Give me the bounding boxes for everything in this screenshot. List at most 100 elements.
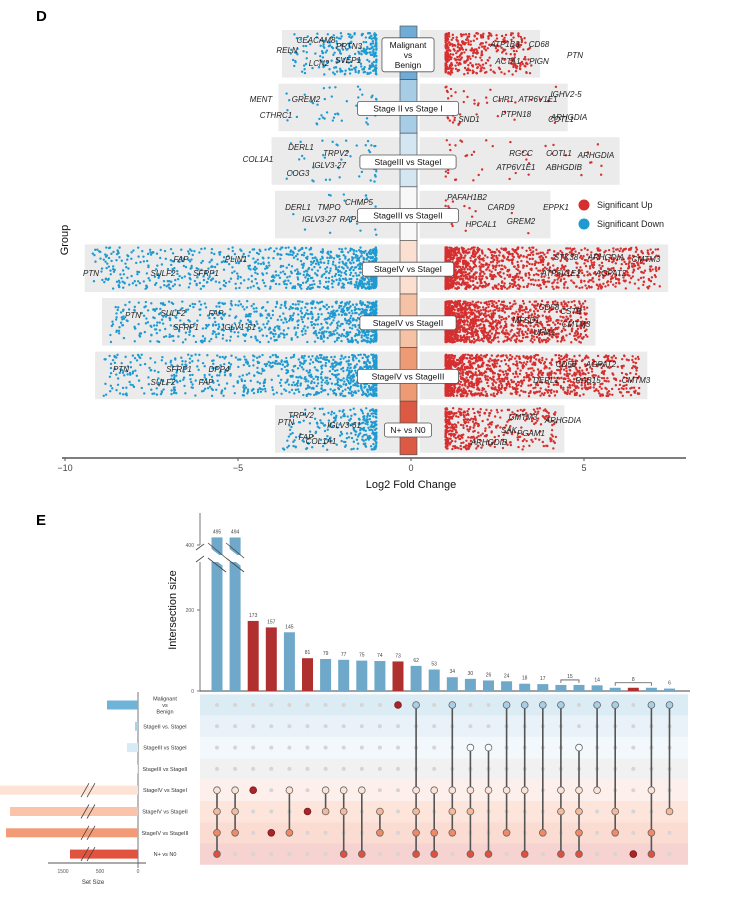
down-point xyxy=(315,123,319,126)
down-point xyxy=(322,153,325,157)
down-point xyxy=(205,281,209,284)
down-point xyxy=(300,263,304,266)
down-point xyxy=(357,333,361,336)
down-point xyxy=(358,331,362,334)
up-point xyxy=(472,179,475,182)
down-point xyxy=(248,264,252,267)
up-point xyxy=(464,61,467,64)
down-point xyxy=(291,319,294,322)
down-point xyxy=(133,280,136,283)
down-point xyxy=(321,139,324,142)
up-point xyxy=(480,168,484,171)
down-point xyxy=(314,52,317,55)
up-point xyxy=(470,153,473,157)
up-point xyxy=(584,284,587,287)
down-point xyxy=(365,117,369,120)
down-point xyxy=(184,338,187,341)
up-point xyxy=(537,252,540,255)
up-point xyxy=(464,249,468,252)
down-point xyxy=(271,309,275,313)
up-point xyxy=(563,283,566,287)
group-label-box xyxy=(357,208,459,224)
down-point xyxy=(188,304,192,308)
down-point xyxy=(139,261,142,264)
gene-label-up: RGCC xyxy=(509,149,533,158)
down-point xyxy=(327,253,330,256)
up-point xyxy=(578,256,582,259)
up-point xyxy=(455,51,458,55)
up-point xyxy=(472,150,476,154)
up-point xyxy=(503,282,506,285)
down-point xyxy=(152,251,155,254)
up-point xyxy=(570,279,573,282)
down-point xyxy=(281,332,285,336)
gene-label-up: ARHGDIA xyxy=(587,253,624,262)
down-point xyxy=(330,321,334,325)
up-point xyxy=(505,329,508,332)
up-point xyxy=(484,309,488,312)
down-point xyxy=(269,316,273,320)
down-point xyxy=(134,284,138,287)
down-point xyxy=(246,286,250,290)
down-point xyxy=(350,327,354,330)
up-point xyxy=(445,50,449,54)
down-point xyxy=(111,265,115,268)
down-point xyxy=(112,270,116,273)
down-point xyxy=(188,276,191,280)
down-point xyxy=(331,263,335,266)
down-point xyxy=(315,334,318,337)
down-point xyxy=(155,252,159,255)
up-point xyxy=(584,264,588,268)
up-point xyxy=(528,257,532,261)
up-point xyxy=(507,70,511,73)
down-point xyxy=(363,251,366,254)
up-point xyxy=(537,273,540,277)
up-point xyxy=(502,317,505,321)
down-point xyxy=(296,307,299,311)
up-point xyxy=(597,287,600,291)
up-point xyxy=(569,247,572,250)
gene-label-down: IGLV3-27 xyxy=(312,161,346,170)
down-point xyxy=(370,37,373,40)
up-point xyxy=(474,209,477,213)
down-point xyxy=(291,314,295,317)
up-point xyxy=(539,261,543,264)
down-point xyxy=(262,261,265,264)
up-point xyxy=(526,284,529,288)
down-point xyxy=(341,333,344,336)
down-point xyxy=(291,306,294,310)
down-point xyxy=(348,326,352,329)
down-point xyxy=(340,286,343,289)
up-point xyxy=(482,265,485,268)
up-point xyxy=(451,67,454,70)
down-point xyxy=(348,311,351,315)
up-point xyxy=(589,273,592,277)
up-point xyxy=(544,255,548,259)
up-point xyxy=(507,251,510,255)
down-point xyxy=(325,307,329,311)
up-point xyxy=(627,257,630,260)
up-point xyxy=(446,168,450,172)
up-point xyxy=(516,247,519,251)
down-point xyxy=(348,268,351,271)
up-point xyxy=(532,273,536,277)
down-point xyxy=(203,247,207,250)
down-point xyxy=(204,327,208,330)
up-point xyxy=(581,302,585,305)
up-point xyxy=(469,284,472,288)
down-point xyxy=(318,266,322,269)
down-point xyxy=(213,252,216,256)
down-point xyxy=(239,319,242,323)
gene-label-up: ARHGDIA xyxy=(577,151,614,160)
up-point xyxy=(454,273,457,277)
up-point xyxy=(448,279,451,283)
down-point xyxy=(360,33,364,36)
up-point xyxy=(581,286,584,289)
down-point xyxy=(357,307,360,311)
down-point xyxy=(118,256,121,259)
down-point xyxy=(366,139,370,143)
down-point xyxy=(361,93,364,96)
up-point xyxy=(457,123,460,126)
down-point xyxy=(366,58,369,62)
